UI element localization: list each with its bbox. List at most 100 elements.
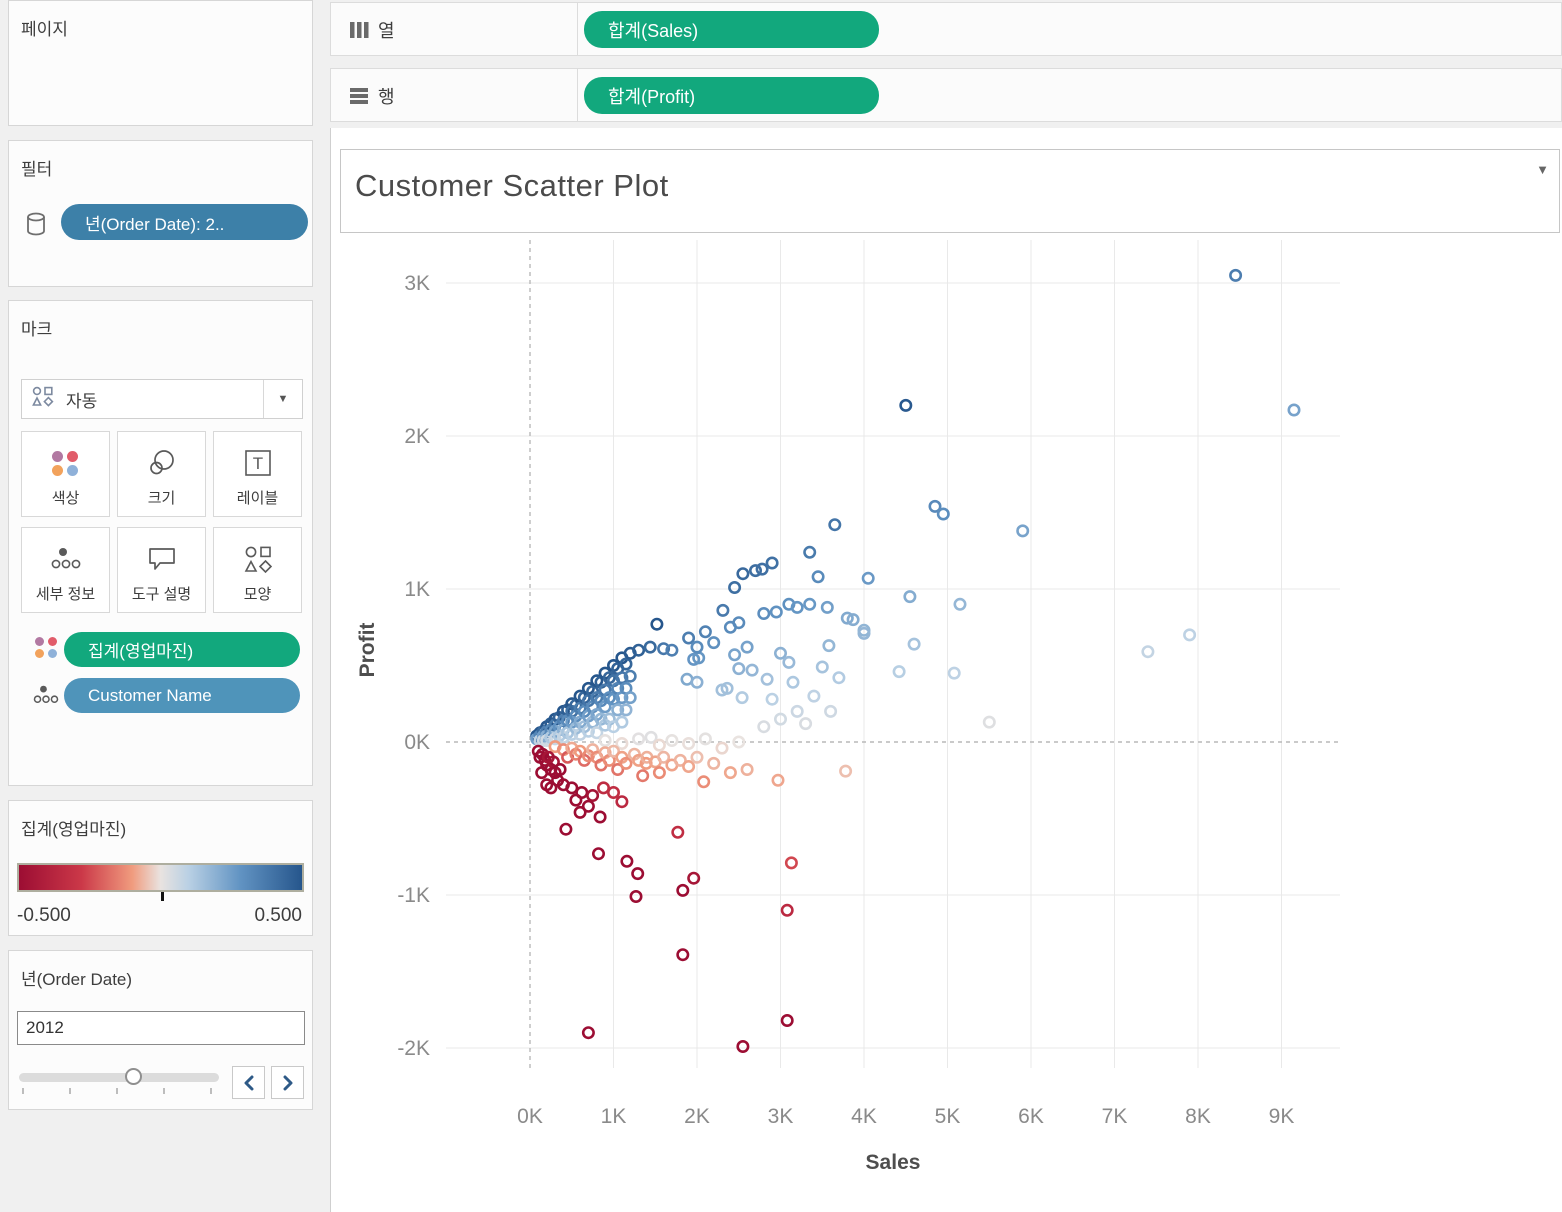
mark-circle[interactable] bbox=[697, 775, 711, 789]
mark-circle[interactable] bbox=[596, 781, 610, 795]
mark-circle[interactable] bbox=[755, 562, 769, 576]
mark-circle[interactable] bbox=[735, 691, 749, 705]
detail-button[interactable]: 세부 정보 bbox=[21, 527, 110, 613]
mark-circle[interactable] bbox=[732, 662, 746, 676]
mark-circle[interactable] bbox=[723, 766, 737, 780]
marks-pill-customer-name[interactable]: Customer Name bbox=[64, 678, 300, 713]
mark-circle[interactable] bbox=[619, 657, 633, 671]
mark-circle[interactable] bbox=[728, 580, 742, 594]
mark-circle[interactable] bbox=[682, 736, 696, 750]
mark-circle[interactable] bbox=[682, 759, 696, 773]
mark-circle[interactable] bbox=[643, 640, 657, 654]
mark-circle[interactable] bbox=[757, 606, 771, 620]
mark-circle[interactable] bbox=[636, 769, 650, 783]
mark-circle[interactable] bbox=[665, 643, 679, 657]
mark-circle[interactable] bbox=[619, 756, 633, 770]
mark-circle[interactable] bbox=[799, 717, 813, 731]
mark-circle[interactable] bbox=[936, 507, 950, 521]
mark-circle[interactable] bbox=[652, 738, 666, 752]
mark-circle[interactable] bbox=[629, 889, 643, 903]
year-input[interactable] bbox=[17, 1011, 305, 1045]
mark-circle[interactable] bbox=[748, 564, 762, 578]
sheet-title-bar[interactable]: Customer Scatter Plot ▼ bbox=[340, 149, 1560, 233]
mark-circle[interactable] bbox=[615, 795, 629, 809]
mark-circle[interactable] bbox=[707, 636, 721, 650]
mark-circle[interactable] bbox=[771, 773, 785, 787]
mark-circle[interactable] bbox=[657, 642, 671, 656]
mark-circle[interactable] bbox=[773, 712, 787, 726]
mark-circle[interactable] bbox=[765, 692, 779, 706]
mark-circle[interactable] bbox=[953, 597, 967, 611]
mark-circle[interactable] bbox=[657, 750, 671, 764]
tooltip-button[interactable]: 도구 설명 bbox=[117, 527, 206, 613]
mark-circle[interactable] bbox=[593, 810, 607, 824]
mark-circle[interactable] bbox=[728, 648, 742, 662]
mark-circle[interactable] bbox=[687, 871, 701, 885]
mark-circle[interactable] bbox=[765, 556, 779, 570]
mark-circle[interactable] bbox=[611, 762, 625, 776]
mark-circle[interactable] bbox=[861, 571, 875, 585]
mark-circle[interactable] bbox=[559, 822, 573, 836]
mark-circle[interactable] bbox=[832, 671, 846, 685]
mark-circle[interactable] bbox=[676, 948, 690, 962]
mark-circle[interactable] bbox=[899, 398, 913, 412]
mark-circle[interactable] bbox=[665, 733, 679, 747]
mark-circle[interactable] bbox=[623, 669, 637, 683]
mark-circle[interactable] bbox=[807, 689, 821, 703]
next-year-button[interactable] bbox=[271, 1066, 304, 1099]
mark-circle[interactable] bbox=[682, 631, 696, 645]
mark-circle[interactable] bbox=[857, 626, 871, 640]
mark-circle[interactable] bbox=[732, 735, 746, 749]
mark-circle[interactable] bbox=[1287, 403, 1301, 417]
mark-circle[interactable] bbox=[623, 691, 637, 705]
mark-circle[interactable] bbox=[707, 756, 721, 770]
mark-circle[interactable] bbox=[565, 781, 579, 795]
color-button[interactable]: 색상 bbox=[21, 431, 110, 517]
mark-circle[interactable] bbox=[760, 672, 774, 686]
mark-circle[interactable] bbox=[790, 600, 804, 614]
mark-circle[interactable] bbox=[606, 744, 620, 758]
mark-circle[interactable] bbox=[811, 570, 825, 584]
columns-pill-sum-sales[interactable]: 합계(Sales) bbox=[584, 11, 879, 48]
mark-circle[interactable] bbox=[553, 762, 567, 776]
mark-circle[interactable] bbox=[820, 600, 834, 614]
mark-circle[interactable] bbox=[598, 733, 612, 747]
filter-pill-order-date[interactable]: 년(Order Date): 2.. bbox=[61, 204, 308, 240]
mark-circle[interactable] bbox=[611, 703, 625, 717]
mark-circle[interactable] bbox=[671, 825, 685, 839]
mark-circle[interactable] bbox=[782, 655, 796, 669]
mark-circle[interactable] bbox=[740, 762, 754, 776]
mark-circle[interactable] bbox=[773, 646, 787, 660]
mark-circle[interactable] bbox=[982, 715, 996, 729]
mark-circle[interactable] bbox=[581, 799, 595, 813]
mark-circle[interactable] bbox=[591, 847, 605, 861]
chevron-down-icon[interactable]: ▼ bbox=[263, 380, 302, 418]
mark-circle[interactable] bbox=[652, 766, 666, 780]
mark-circle[interactable] bbox=[780, 903, 794, 917]
mark-circle[interactable] bbox=[1183, 628, 1197, 642]
mark-circle[interactable] bbox=[1229, 268, 1243, 282]
mark-circle[interactable] bbox=[815, 660, 829, 674]
mark-circle[interactable] bbox=[676, 883, 690, 897]
mark-circle[interactable] bbox=[769, 605, 783, 619]
mark-circle[interactable] bbox=[698, 732, 712, 746]
mark-circle[interactable] bbox=[615, 736, 629, 750]
mark-circle[interactable] bbox=[822, 639, 836, 653]
mark-circle[interactable] bbox=[790, 704, 804, 718]
mark-circle[interactable] bbox=[928, 499, 942, 513]
mark-circle[interactable] bbox=[586, 788, 600, 802]
mark-circle[interactable] bbox=[615, 715, 629, 729]
shape-button[interactable]: 모양 bbox=[213, 527, 302, 613]
mark-circle[interactable] bbox=[698, 625, 712, 639]
mark-circle[interactable] bbox=[784, 856, 798, 870]
chevron-down-icon[interactable]: ▼ bbox=[1536, 162, 1549, 177]
mark-circle[interactable] bbox=[828, 518, 842, 532]
mark-circle[interactable] bbox=[846, 613, 860, 627]
marks-pill-aggregation-margin[interactable]: 집계(영업마진) bbox=[64, 632, 300, 667]
mark-circle[interactable] bbox=[632, 732, 646, 746]
mark-circle[interactable] bbox=[732, 616, 746, 630]
mark-circle[interactable] bbox=[715, 741, 729, 755]
mark-circle[interactable] bbox=[786, 675, 800, 689]
mark-circle[interactable] bbox=[690, 750, 704, 764]
mark-type-dropdown[interactable]: 자동 ▼ bbox=[21, 379, 303, 419]
